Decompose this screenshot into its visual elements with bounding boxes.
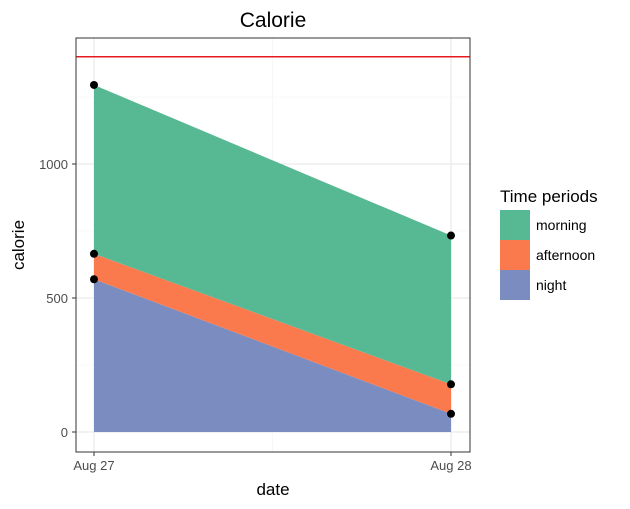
x-axis: Aug 27 Aug 28: [73, 452, 472, 473]
legend-label-morning: morning: [536, 217, 587, 233]
y-tick-label: 1000: [39, 157, 68, 172]
data-point: [447, 409, 455, 418]
x-axis-label: date: [256, 480, 289, 499]
legend-key-night: [500, 270, 530, 300]
y-axis: 0 500 1000: [39, 157, 76, 440]
legend: Time periods morning afternoon night: [500, 187, 598, 300]
x-tick-label: Aug 28: [430, 458, 471, 473]
y-tick-label: 0: [61, 425, 68, 440]
y-tick-label: 500: [46, 291, 68, 306]
data-point: [90, 80, 98, 89]
legend-key-morning: [500, 210, 530, 240]
area-afternoon: [94, 253, 451, 414]
stacked-areas: [94, 84, 451, 432]
data-point: [90, 275, 98, 284]
x-tick-label: Aug 27: [73, 458, 114, 473]
data-points: [90, 80, 455, 418]
legend-label-afternoon: afternoon: [536, 247, 595, 263]
area-morning: [94, 84, 451, 385]
legend-key-afternoon: [500, 240, 530, 270]
legend-label-night: night: [536, 277, 566, 293]
data-point: [447, 380, 455, 389]
plot-border: [75, 37, 471, 453]
y-axis-label: calorie: [9, 220, 28, 270]
data-point: [447, 231, 455, 240]
data-point: [90, 249, 98, 258]
legend-items: morning afternoon night: [500, 210, 595, 300]
area-night: [94, 279, 451, 432]
legend-title: Time periods: [500, 187, 598, 206]
chart-title: Calorie: [240, 9, 307, 32]
